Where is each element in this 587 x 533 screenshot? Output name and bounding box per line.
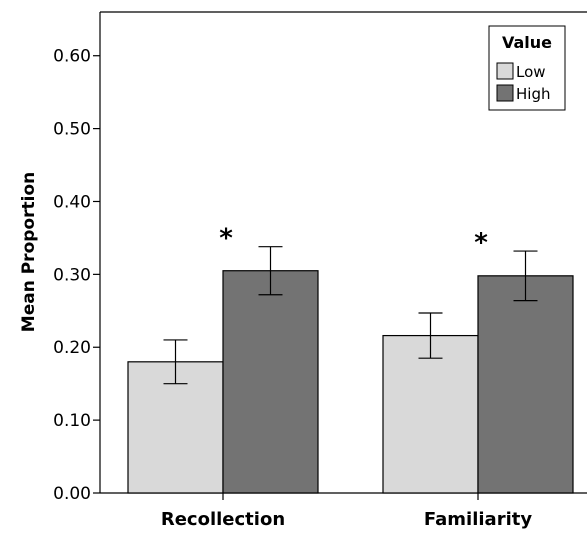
y-tick-label: 0.40 (53, 192, 91, 212)
bar-high-familiarity (477, 275, 574, 494)
x-axis-labels: Recollection Familiarity (161, 493, 532, 530)
legend-label-high: High (516, 85, 550, 103)
significance-markers-group: * * (219, 224, 488, 258)
error-bars-group (163, 246, 538, 385)
y-tick-label: 0.10 (53, 411, 91, 431)
significance-marker: * (219, 224, 233, 254)
y-tick-label: 0.00 (53, 484, 91, 504)
legend: Value Low High (488, 25, 566, 111)
legend-swatch-high (496, 84, 514, 102)
bar-high-recollection (222, 270, 319, 494)
y-tick-label: 0.50 (53, 120, 91, 140)
x-category-label: Familiarity (424, 509, 532, 530)
y-tick-label: 0.20 (53, 338, 91, 358)
significance-marker: * (474, 228, 488, 258)
legend-swatch-low (496, 62, 514, 80)
y-axis-ticks: 0.00 0.10 0.20 0.30 0.40 0.50 0.60 (53, 47, 100, 504)
bars-group (127, 270, 574, 494)
bar-low-familiarity (382, 334, 479, 494)
y-tick-label: 0.60 (53, 47, 91, 67)
y-axis-title: Mean Proportion (19, 172, 39, 332)
legend-label-low: Low (516, 63, 546, 81)
y-tick-label: 0.30 (53, 265, 91, 285)
x-category-label: Recollection (161, 509, 285, 530)
legend-title: Value (502, 33, 552, 52)
